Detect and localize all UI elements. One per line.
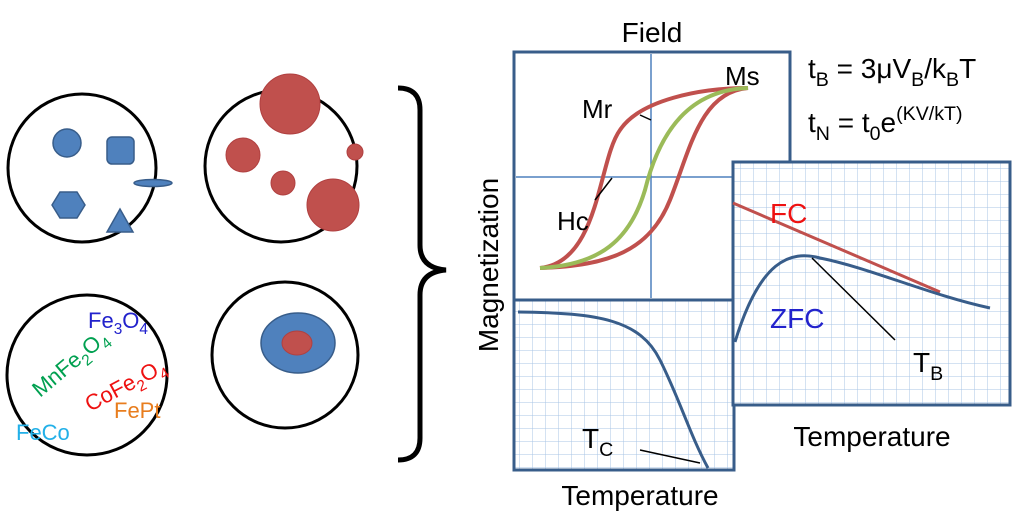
text: 0 — [870, 123, 881, 145]
text: Fe — [88, 308, 114, 333]
text: 3 — [114, 321, 123, 338]
text: e — [881, 107, 897, 138]
particle — [225, 137, 261, 173]
arrow — [639, 449, 701, 464]
text: B — [911, 69, 924, 91]
text: T — [913, 347, 930, 378]
text: T — [959, 53, 976, 84]
text: t — [808, 53, 816, 84]
x-label: Field — [622, 17, 683, 48]
text: T — [582, 423, 599, 454]
text: = t — [830, 107, 870, 138]
fc-zfc-panel — [731, 160, 1012, 407]
arrow — [811, 257, 896, 341]
x-label: Temperature — [561, 480, 718, 511]
text: N — [816, 123, 830, 145]
text: MnFe — [27, 347, 86, 402]
mr-label: Mr — [582, 94, 613, 124]
cube-particle — [106, 136, 135, 165]
hc-label: Hc — [557, 206, 589, 236]
particle — [306, 178, 360, 232]
fc-curve — [732, 201, 941, 294]
shapes-circle — [6, 92, 158, 244]
x-label: Temperature — [793, 421, 950, 452]
material: Fe3O4 — [88, 308, 148, 338]
material: FeCo — [16, 420, 70, 445]
particle — [270, 170, 296, 196]
ms-label: Ms — [725, 61, 760, 91]
equation: tB = 3μVB/kBT — [808, 53, 976, 91]
y-label: Magnetization — [473, 178, 504, 352]
rod-particle — [133, 178, 173, 188]
triangle-particle — [105, 207, 135, 233]
initial-curve — [539, 86, 749, 270]
zfc-curve — [733, 254, 991, 343]
text: = 3μV — [829, 53, 912, 84]
text: 4 — [139, 321, 148, 338]
text: (KV/kT) — [896, 103, 962, 125]
text: /k — [924, 53, 947, 84]
hexagon-particle — [51, 191, 86, 219]
particle — [346, 143, 364, 161]
equation: tN = t0e(KV/kT) — [808, 103, 963, 145]
material: FePt — [114, 398, 160, 423]
tc-label: TC — [582, 423, 613, 461]
core — [281, 330, 313, 356]
text: B — [946, 69, 959, 91]
text: O — [122, 308, 139, 333]
bracket — [397, 85, 447, 463]
composition-circle — [5, 293, 169, 457]
sphere-particle — [52, 128, 82, 158]
text: B — [816, 69, 829, 91]
particle — [259, 73, 321, 135]
arrow — [594, 114, 652, 201]
tb-label: TB — [913, 347, 943, 385]
text: B — [930, 363, 943, 385]
curie-panel — [512, 298, 736, 472]
curie-curve — [517, 310, 710, 469]
text: t — [808, 107, 816, 138]
fc-label: FC — [770, 198, 807, 229]
zfc-label: ZFC — [770, 303, 824, 334]
core-shell-circle — [210, 280, 360, 430]
text: C — [599, 439, 613, 461]
